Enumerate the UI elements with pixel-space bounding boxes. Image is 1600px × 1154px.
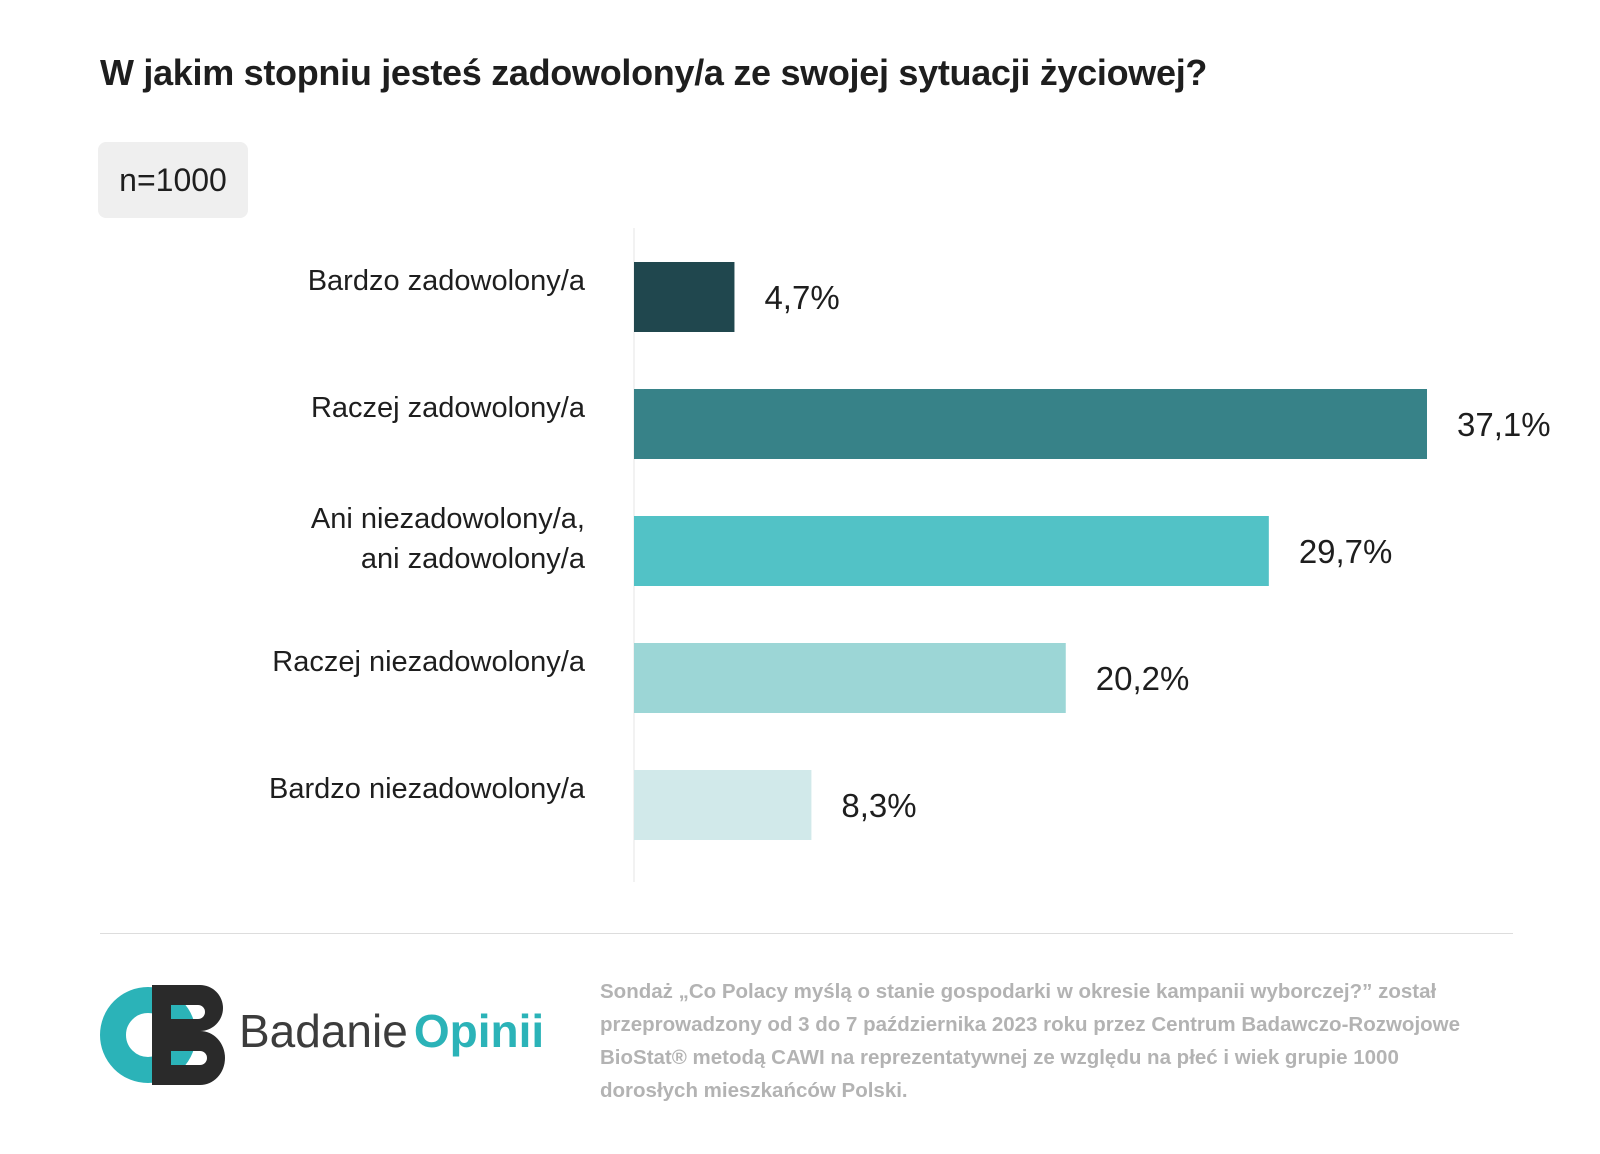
brand-part-opinii: Opinii xyxy=(413,1005,545,1057)
chart-title: W jakim stopniu jesteś zadowolony/a ze s… xyxy=(100,52,1208,93)
value-label-4: 20,2% xyxy=(1096,660,1190,697)
category-label-5: Bardzo niezadowolony/a xyxy=(269,773,586,805)
brand-wordmark: Badanie Opinii xyxy=(239,1003,544,1059)
badanie-opinii-logo xyxy=(100,985,225,1085)
value-label-3: 29,7% xyxy=(1299,533,1393,570)
bar-chart: 4,7% Bardzo zadowolony/a 37,1% Raczej zadow… xyxy=(269,228,1551,882)
brand-part-badanie: Badanie xyxy=(239,1005,408,1057)
bar-5 xyxy=(634,770,812,840)
bar-2 xyxy=(634,389,1427,459)
category-label-3: Ani niezadowolony/a, ani zadowolony/a xyxy=(311,503,586,575)
survey-methodology-note: Sondaż „Co Polacy myślą o stanie gospoda… xyxy=(600,980,1461,1102)
footer-divider xyxy=(100,933,1513,934)
bar-3 xyxy=(634,516,1269,586)
category-label-1: Bardzo zadowolony/a xyxy=(308,265,586,297)
value-label-2: 37,1% xyxy=(1457,406,1551,443)
logo-mark-icon xyxy=(100,985,225,1085)
value-label-5: 8,3% xyxy=(841,787,916,824)
sample-size-badge: n=1000 xyxy=(98,142,248,218)
value-label-1: 4,7% xyxy=(764,279,839,316)
category-label-4: Raczej niezadowolony/a xyxy=(272,646,586,678)
bar-4 xyxy=(634,643,1066,713)
bar-1 xyxy=(634,262,735,332)
category-label-2: Raczej zadowolony/a xyxy=(311,392,586,424)
